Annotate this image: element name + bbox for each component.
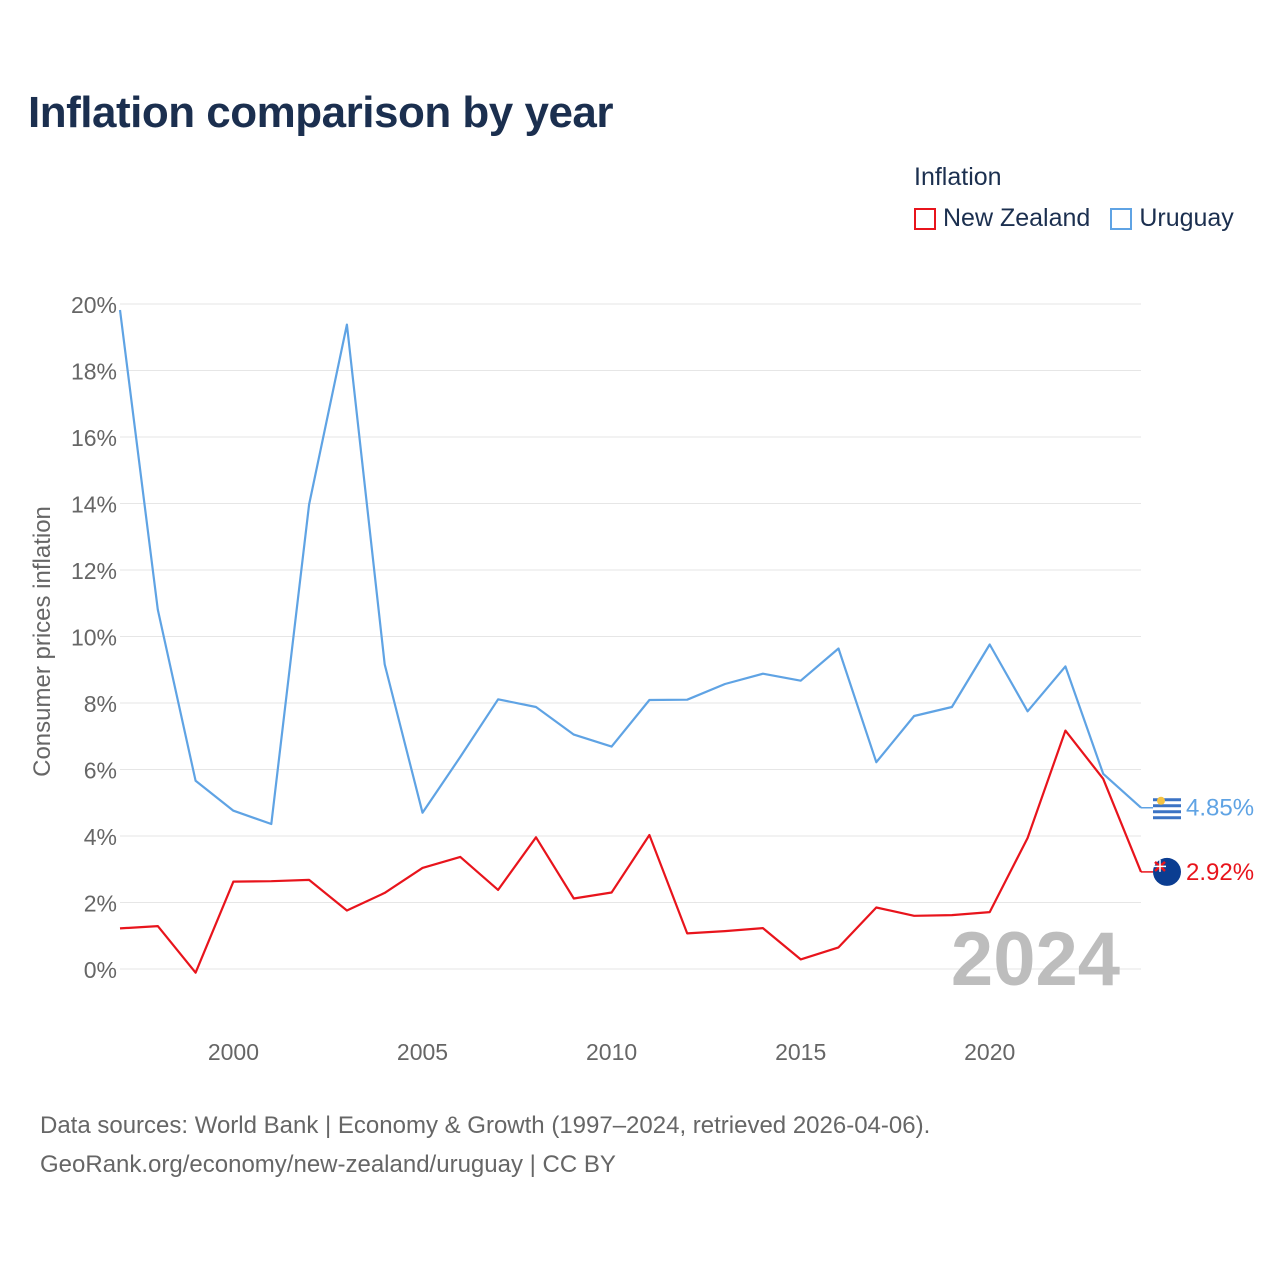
x-tick-label: 2010 (586, 1039, 637, 1065)
x-tick-label: 2020 (964, 1039, 1015, 1065)
y-tick-label: 12% (71, 558, 117, 584)
uruguay-flag-icon (1153, 793, 1181, 822)
y-tick-label: 18% (71, 359, 117, 385)
end-label-uruguay: 4.85% (1186, 795, 1254, 822)
x-tick-label: 2015 (775, 1039, 826, 1065)
legend-label-uruguay: Uruguay (1139, 204, 1234, 232)
source-url-text: GeoRank.org/economy/new-zealand/uruguay … (40, 1151, 616, 1178)
chart-area: 0% 2% 4% 6% 8% 10% 12% 14% 16% 18% 20% 2000 2005 2010… (29, 292, 1254, 1065)
data-source-text: Data sources: World Bank | Economy & Gro… (40, 1112, 931, 1139)
end-label-new-zealand: 2.92% (1186, 859, 1254, 886)
y-tick-label: 4% (84, 824, 117, 850)
y-tick-label: 10% (71, 625, 117, 651)
series-line-new-zealand (119, 729, 1143, 974)
y-tick-label: 8% (84, 691, 117, 717)
new-zealand-flag-icon (1153, 857, 1181, 886)
legend-swatch-uruguay (1110, 207, 1133, 230)
y-tick-label: 2% (84, 891, 117, 917)
legend-swatch-new-zealand (914, 207, 936, 230)
y-axis-label: Consumer prices inflation (29, 506, 56, 777)
year-watermark: 2024 (951, 917, 1120, 1002)
legend: New Zealand Uruguay (914, 204, 1234, 233)
legend-item-uruguay[interactable]: Uruguay (1110, 204, 1234, 233)
y-tick-label: 16% (71, 425, 117, 451)
y-tick-label: 20% (71, 292, 117, 318)
legend-item-new-zealand[interactable]: New Zealand (914, 204, 1090, 233)
legend-title: Inflation (914, 163, 1002, 191)
footer: Data sources: World Bank | Economy & Gro… (40, 1106, 930, 1184)
series-line-uruguay (118, 309, 1142, 826)
legend-label-new-zealand: New Zealand (943, 204, 1091, 232)
y-tick-label: 6% (84, 758, 117, 784)
chart-title: Inflation comparison by year (28, 88, 614, 137)
x-tick-label: 2005 (397, 1039, 448, 1065)
x-tick-label: 2000 (208, 1039, 259, 1065)
y-tick-label: 0% (84, 957, 117, 983)
y-tick-label: 14% (71, 492, 117, 518)
